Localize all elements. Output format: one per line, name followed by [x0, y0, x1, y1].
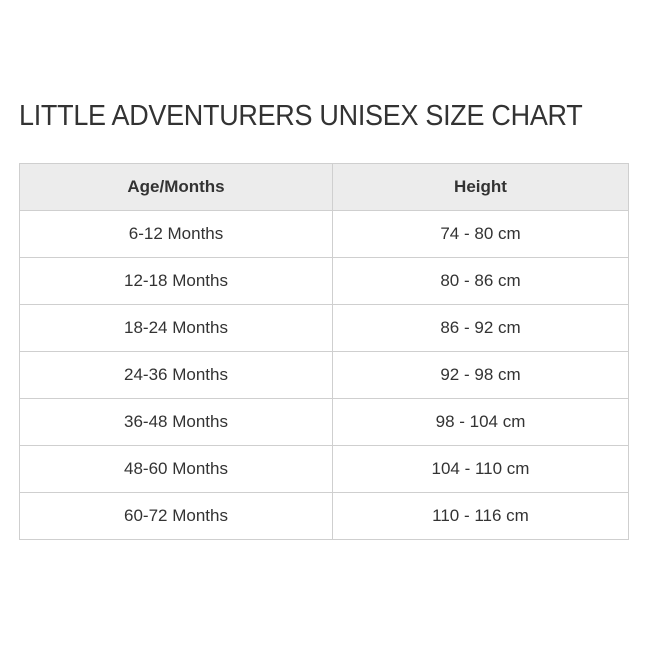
- age-cell: 18-24 Months: [19, 304, 333, 352]
- size-chart-table: Age/Months Height 6-12 Months 74 - 80 cm 1…: [19, 163, 629, 540]
- age-cell: 36-48 Months: [19, 398, 333, 446]
- table-header-row: Age/Months Height: [19, 163, 629, 211]
- age-cell: 6-12 Months: [19, 210, 333, 258]
- header-age: Age/Months: [19, 163, 333, 211]
- page-title: LITTLE ADVENTURERS UNISEX SIZE CHART: [19, 100, 583, 132]
- age-cell: 12-18 Months: [19, 257, 333, 305]
- height-cell: 104 - 110 cm: [332, 445, 629, 493]
- table-row: 24-36 Months 92 - 98 cm: [19, 351, 629, 399]
- height-cell: 74 - 80 cm: [332, 210, 629, 258]
- height-cell: 86 - 92 cm: [332, 304, 629, 352]
- table-row: 18-24 Months 86 - 92 cm: [19, 304, 629, 352]
- table-row: 6-12 Months 74 - 80 cm: [19, 210, 629, 258]
- age-cell: 24-36 Months: [19, 351, 333, 399]
- table-row: 12-18 Months 80 - 86 cm: [19, 257, 629, 305]
- age-cell: 48-60 Months: [19, 445, 333, 493]
- age-cell: 60-72 Months: [19, 492, 333, 540]
- table-row: 60-72 Months 110 - 116 cm: [19, 492, 629, 540]
- table-row: 48-60 Months 104 - 110 cm: [19, 445, 629, 493]
- height-cell: 80 - 86 cm: [332, 257, 629, 305]
- height-cell: 92 - 98 cm: [332, 351, 629, 399]
- table-row: 36-48 Months 98 - 104 cm: [19, 398, 629, 446]
- height-cell: 98 - 104 cm: [332, 398, 629, 446]
- height-cell: 110 - 116 cm: [332, 492, 629, 540]
- header-height: Height: [332, 163, 629, 211]
